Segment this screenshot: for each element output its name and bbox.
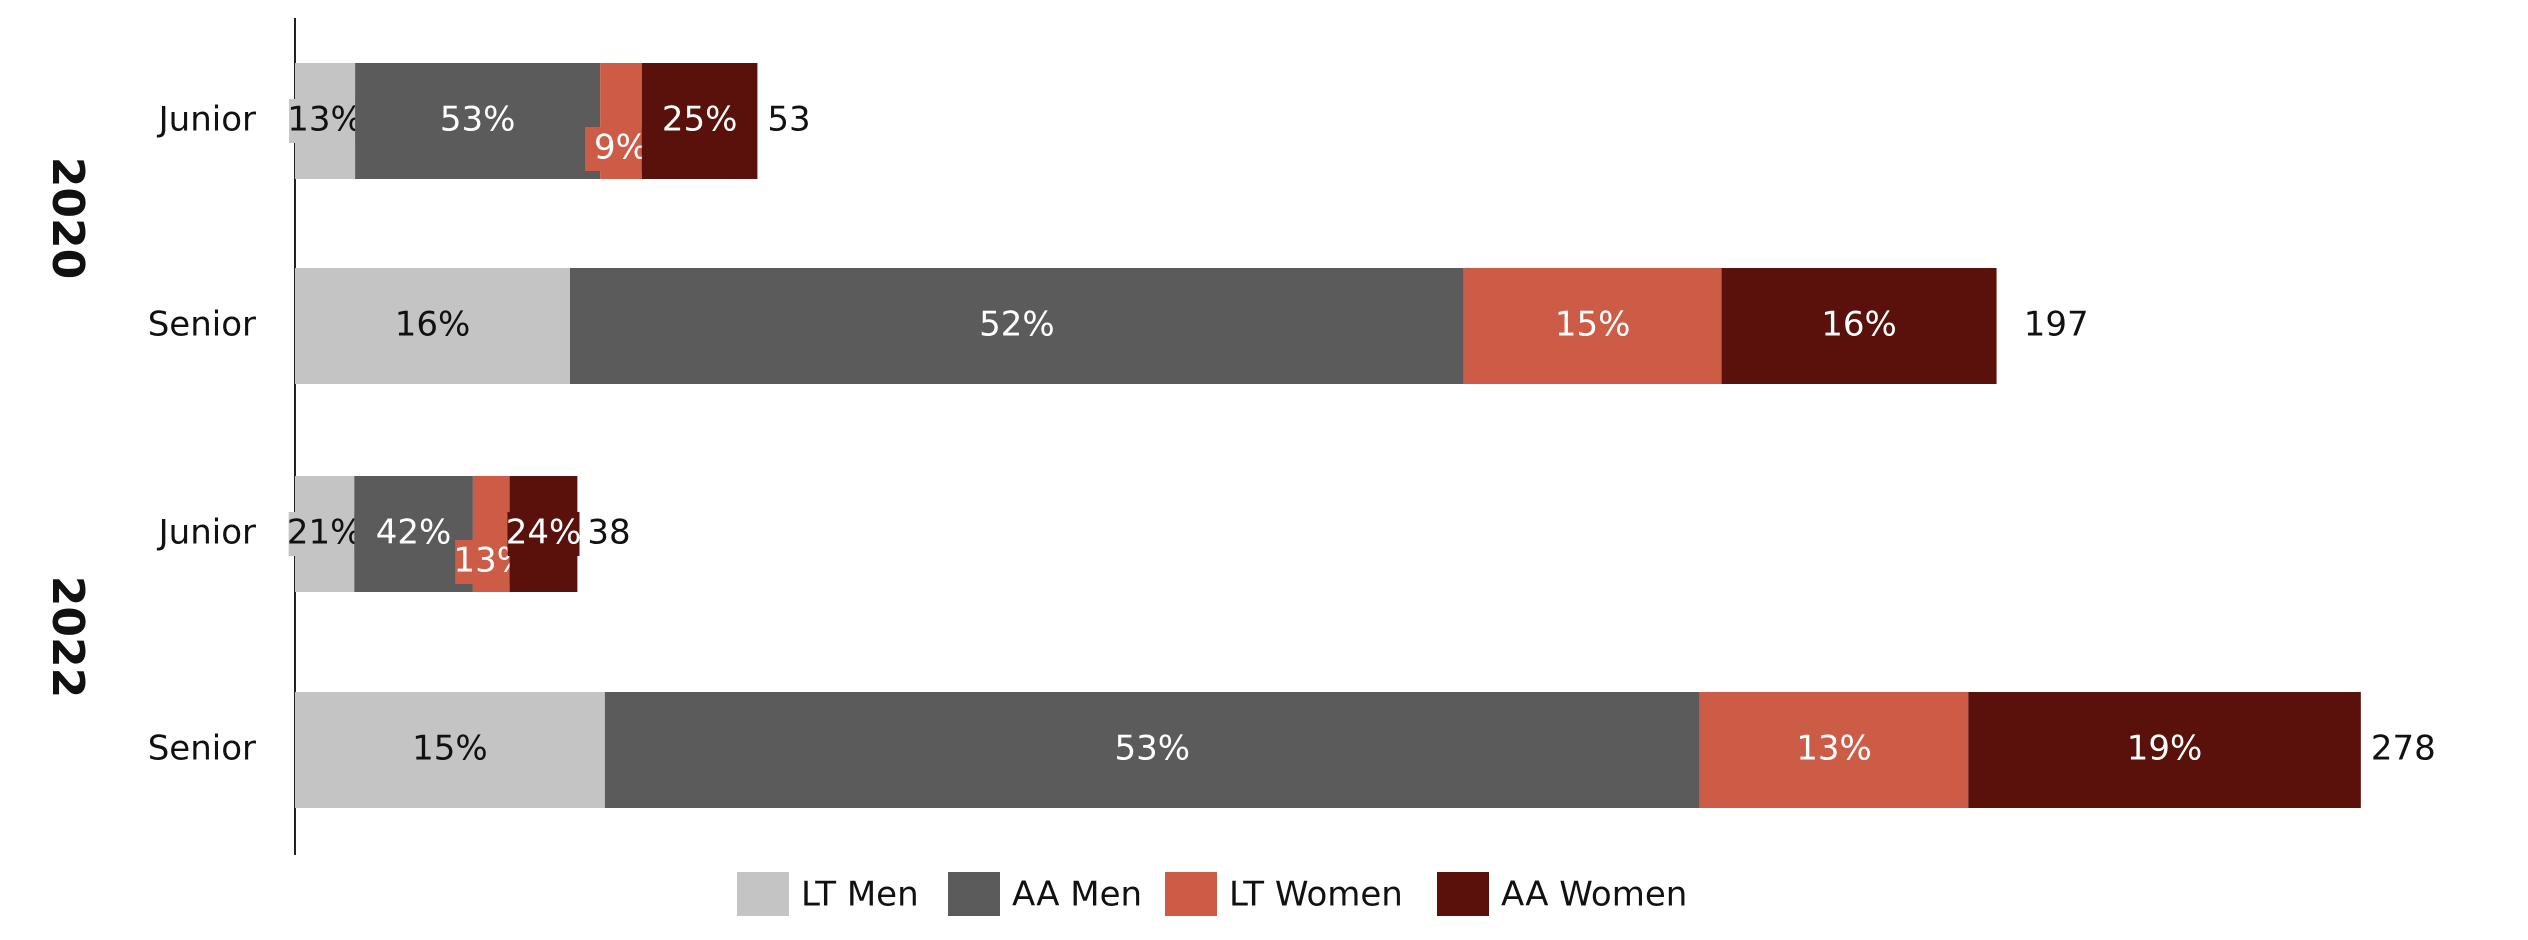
value-label: 15% <box>412 729 488 769</box>
value-label: 15% <box>1555 305 1631 345</box>
bar-segment <box>1968 692 2361 808</box>
legend-label: LT Men <box>801 875 919 915</box>
group-label: 2020 <box>42 157 93 279</box>
legend-label: AA Men <box>1012 875 1142 915</box>
bar-segment <box>355 63 601 179</box>
value-label: 19% <box>2127 729 2203 769</box>
value-label: 16% <box>395 305 471 345</box>
value-label: 13% <box>1796 729 1872 769</box>
value-label: 53% <box>440 100 516 140</box>
value-label: 25% <box>662 100 738 140</box>
bar-segment <box>1699 692 1969 808</box>
bar-segment <box>1721 268 1997 384</box>
label-background <box>507 512 580 556</box>
value-label: 13% <box>287 100 363 140</box>
value-label: 24% <box>506 513 582 553</box>
value-label: 16% <box>1821 305 1897 345</box>
category-label: Junior <box>157 513 256 553</box>
total-label: 197 <box>2024 305 2089 345</box>
total-label: 38 <box>587 513 630 553</box>
bar-segment <box>570 268 1464 384</box>
label-background <box>289 99 362 143</box>
bar-segment <box>641 63 758 179</box>
category-label: Junior <box>157 100 256 140</box>
legend-swatch <box>1437 872 1489 916</box>
value-label: 52% <box>979 305 1055 345</box>
value-label: 9% <box>594 128 648 168</box>
total-label: 53 <box>767 100 810 140</box>
label-background <box>288 512 361 556</box>
bar-segment <box>295 692 605 808</box>
bar-segment <box>295 268 571 384</box>
bar-segment <box>354 476 473 592</box>
legend-label: AA Women <box>1501 875 1687 915</box>
value-label: 42% <box>376 513 452 553</box>
value-label: 53% <box>1115 729 1191 769</box>
bar-segment <box>1463 268 1722 384</box>
legend-label: LT Women <box>1229 875 1403 915</box>
total-label: 278 <box>2371 729 2436 769</box>
bar-segment <box>604 692 1700 808</box>
group-label: 2022 <box>42 576 93 698</box>
category-label: Senior <box>148 729 256 769</box>
category-label: Senior <box>148 305 256 345</box>
legend-swatch <box>1165 872 1217 916</box>
legend-swatch <box>948 872 1000 916</box>
value-label: 21% <box>287 513 363 553</box>
legend-swatch <box>737 872 789 916</box>
